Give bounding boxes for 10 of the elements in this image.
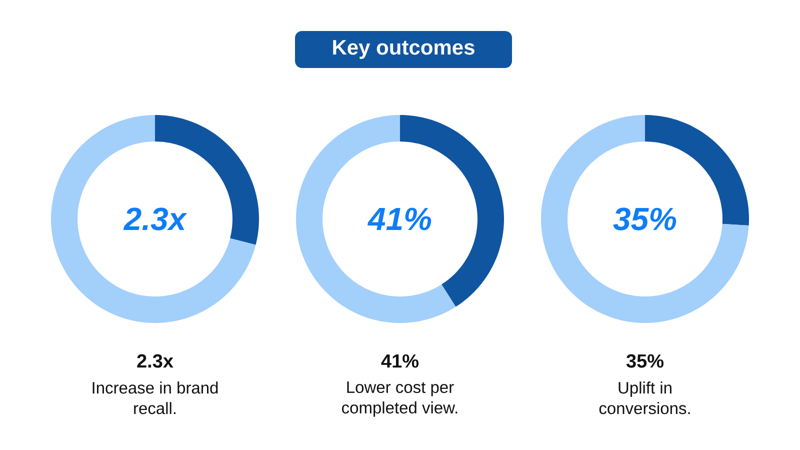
text: 2.3x xyxy=(137,354,174,368)
text: Key outcomes xyxy=(333,40,474,59)
text: 35% xyxy=(626,354,664,368)
text: Increase in brand recall. xyxy=(92,382,218,414)
text: 35% xyxy=(613,208,676,230)
text: 41% xyxy=(367,208,432,230)
text: Lower cost per completed view. xyxy=(342,382,458,417)
text: 41% xyxy=(381,354,419,368)
text: 2.3x xyxy=(123,208,188,230)
text: Uplift in conversions. xyxy=(599,382,690,414)
